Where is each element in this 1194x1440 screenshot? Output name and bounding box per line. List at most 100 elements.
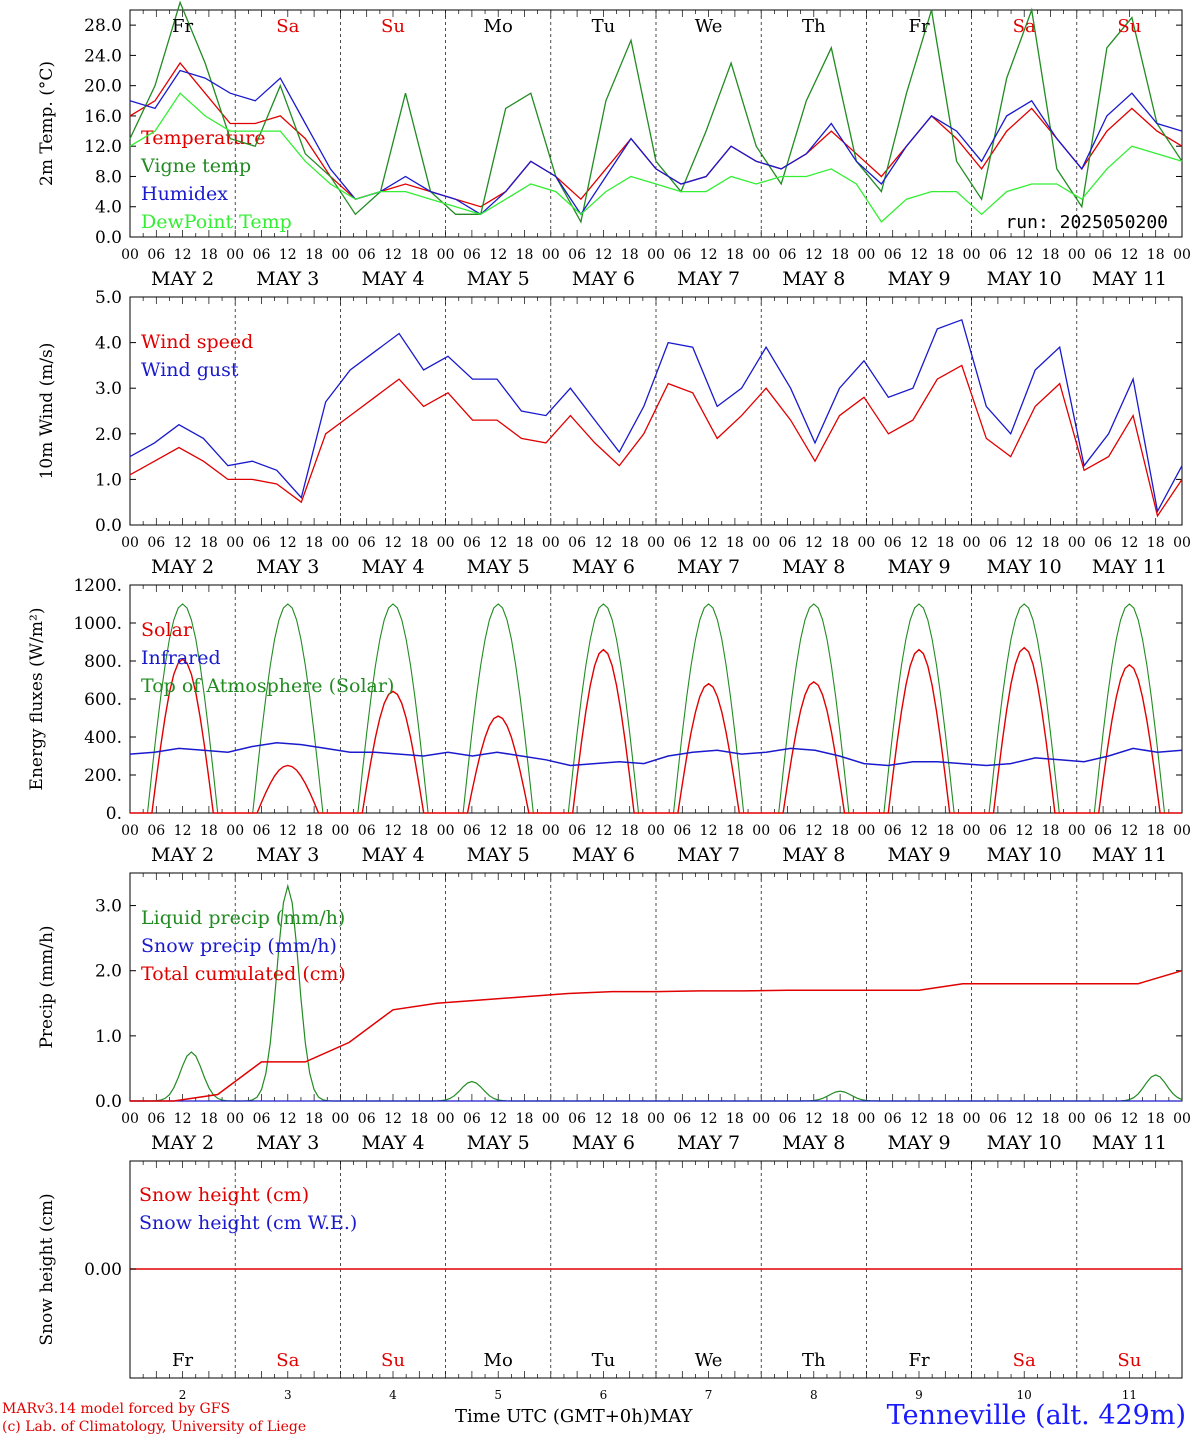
x-day-label: MAY 8: [782, 268, 845, 290]
x-hour-label: 00: [752, 535, 770, 551]
x-hour-label: 00: [647, 535, 665, 551]
x-hour-label: 18: [726, 247, 744, 263]
x-day-label: MAY 4: [361, 556, 424, 578]
x-day-label: MAY 9: [887, 1132, 950, 1154]
y-tick-label: 3.0: [95, 379, 122, 399]
legend-label: Liquid precip (mm/h): [141, 907, 345, 929]
x-hour-label: 00: [963, 535, 981, 551]
x-day-label: MAY 3: [256, 1132, 319, 1154]
x-hour-label: 00: [963, 1111, 981, 1127]
x-hour-label: 12: [1120, 823, 1138, 839]
x-hour-label: 00: [1068, 535, 1086, 551]
day-number: 2: [179, 1388, 187, 1402]
x-hour-label: 06: [989, 823, 1007, 839]
x-hour-label: 00: [226, 1111, 244, 1127]
x-day-label: MAY 5: [467, 844, 530, 866]
x-hour-label: 00: [1068, 247, 1086, 263]
x-day-label: MAY 9: [887, 556, 950, 578]
x-hour-label: 12: [1015, 247, 1033, 263]
y-tick-label: 2.0: [95, 962, 122, 982]
x-hour-label: 06: [568, 247, 586, 263]
y-tick-label: 1.0: [95, 470, 122, 490]
x-hour-label: 18: [621, 247, 639, 263]
x-hour-label: 00: [121, 535, 139, 551]
x-hour-label: 18: [200, 535, 218, 551]
x-hour-label: 00: [226, 823, 244, 839]
x-hour-label: 18: [831, 1111, 849, 1127]
day-number: 4: [389, 1388, 397, 1402]
weekday-label: Sa: [276, 16, 299, 37]
x-hour-label: 06: [673, 1111, 691, 1127]
x-hour-label: 00: [752, 1111, 770, 1127]
legend-label: Temperature: [141, 127, 265, 149]
y-tick-label: 0.: [106, 804, 122, 824]
legend-label: Snow height (cm): [139, 1184, 309, 1206]
x-hour-label: 06: [463, 823, 481, 839]
x-hour-label: 00: [963, 823, 981, 839]
x-hour-label: 06: [673, 823, 691, 839]
x-hour-label: 06: [358, 535, 376, 551]
x-hour-label: 18: [410, 1111, 428, 1127]
x-day-label: MAY 4: [361, 1132, 424, 1154]
x-hour-label: 12: [279, 1111, 297, 1127]
legend-label: Wind speed: [141, 331, 253, 353]
y-tick-label: 1200.: [73, 576, 122, 596]
x-hour-label: 00: [121, 247, 139, 263]
x-hour-label: 12: [174, 823, 192, 839]
x-hour-label: 18: [305, 823, 323, 839]
x-hour-label: 18: [305, 535, 323, 551]
x-day-label: MAY 9: [887, 268, 950, 290]
weekday-label: Mo: [484, 1350, 513, 1371]
x-hour-label: 12: [279, 823, 297, 839]
x-hour-label: 00: [1068, 823, 1086, 839]
x-hour-label: 18: [516, 535, 534, 551]
x-hour-label: 06: [884, 247, 902, 263]
day-number: 6: [600, 1388, 608, 1402]
x-day-label: MAY 11: [1092, 1132, 1167, 1154]
x-day-label: MAY 2: [151, 1132, 214, 1154]
x-hour-label: 00: [437, 823, 455, 839]
y-tick-label: 5.0: [95, 288, 122, 308]
x-hour-label: 12: [910, 1111, 928, 1127]
x-hour-label: 12: [700, 535, 718, 551]
x-hour-label: 06: [568, 823, 586, 839]
x-hour-label: 06: [673, 535, 691, 551]
x-hour-label: 06: [779, 535, 797, 551]
x-hour-label: 00: [542, 247, 560, 263]
x-day-label: MAY 11: [1092, 556, 1167, 578]
x-day-label: MAY 2: [151, 556, 214, 578]
x-hour-label: 00: [647, 1111, 665, 1127]
y-tick-label: 0.0: [95, 1092, 122, 1112]
x-hour-label: 06: [253, 535, 271, 551]
x-day-label: MAY 6: [572, 556, 635, 578]
x-hour-label: 18: [831, 247, 849, 263]
legend-label: Infrared: [141, 647, 221, 669]
y-axis-label: Snow height (cm): [37, 1193, 57, 1345]
legend-label: Solar: [141, 619, 193, 641]
legend-label: Wind gust: [141, 359, 239, 381]
x-hour-label: 00: [121, 823, 139, 839]
x-hour-label: 06: [989, 1111, 1007, 1127]
x-day-label: MAY 10: [987, 1132, 1062, 1154]
x-hour-label: 12: [594, 247, 612, 263]
x-day-label: MAY 5: [467, 1132, 530, 1154]
x-hour-label: 00: [963, 247, 981, 263]
x-hour-label: 00: [226, 247, 244, 263]
x-hour-label: 18: [516, 247, 534, 263]
y-axis-label: Precip (mm/h): [37, 925, 57, 1048]
y-tick-label: 28.0: [84, 16, 122, 36]
x-hour-label: 12: [805, 535, 823, 551]
x-hour-label: 18: [621, 535, 639, 551]
weekday-label: We: [695, 1350, 723, 1371]
x-hour-label: 00: [857, 823, 875, 839]
x-hour-label: 12: [279, 535, 297, 551]
x-hour-label: 18: [936, 247, 954, 263]
x-hour-label: 12: [1120, 247, 1138, 263]
x-hour-label: 00: [437, 535, 455, 551]
x-hour-label: 12: [384, 247, 402, 263]
x-hour-label: 18: [200, 247, 218, 263]
day-number: 11: [1122, 1388, 1137, 1402]
x-day-label: MAY 8: [782, 844, 845, 866]
model-credits: MARv3.14 model forced by GFS (c) Lab. of…: [2, 1400, 306, 1436]
x-hour-label: 18: [726, 1111, 744, 1127]
